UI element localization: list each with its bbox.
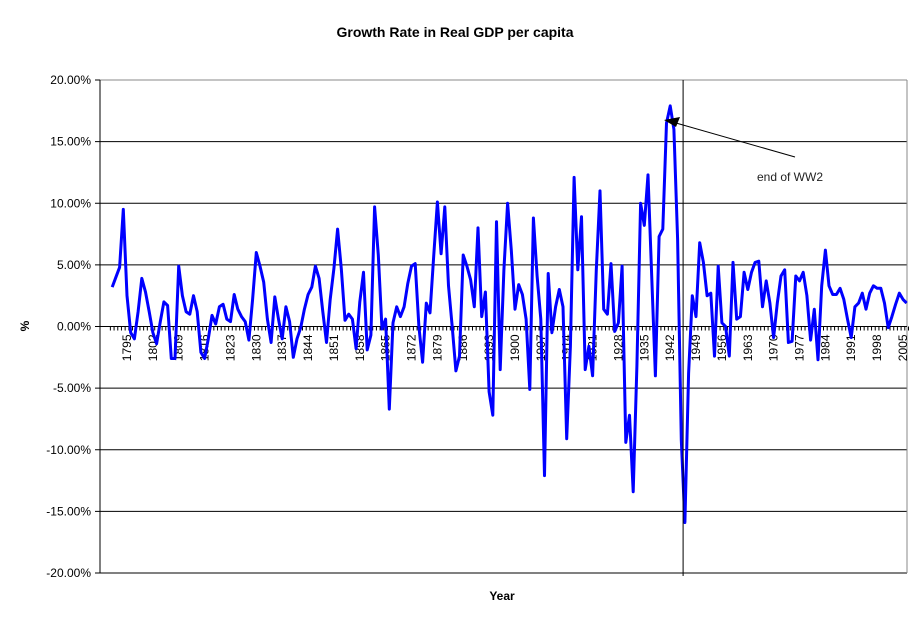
x-axis-title: Year <box>489 589 515 603</box>
x-tick-label: 1963 <box>741 334 755 361</box>
y-tick-label: -10.00% <box>46 443 91 457</box>
y-tick-label: -20.00% <box>46 566 91 580</box>
x-tick-label: 1942 <box>663 334 677 361</box>
x-tick-label: 1977 <box>792 334 806 361</box>
x-tick-label: 1984 <box>818 334 832 361</box>
y-axis: 20.00% 15.00% 10.00% 5.00% 0.00% -5.00% -10.00… <box>46 73 101 580</box>
x-tick-label: 1830 <box>249 334 263 361</box>
y-axis-title: % <box>18 320 32 331</box>
x-tick-label: 1935 <box>637 334 651 361</box>
y-tick-label: 10.00% <box>50 196 91 210</box>
y-tick-label: -15.00% <box>46 504 91 518</box>
x-tick-label: 1844 <box>301 334 315 361</box>
annotation-label: end of WW2 <box>757 170 823 184</box>
y-tick-label: 0.00% <box>57 320 91 334</box>
x-axis: 1795 1802 1809 1816 1823 1830 1837 1844 1851 1858… <box>100 326 910 361</box>
y-tick-label: -5.00% <box>53 381 91 395</box>
series-line <box>110 104 908 524</box>
chart-title: Growth Rate in Real GDP per capita <box>336 24 573 40</box>
annotation-layer: end of WW2 <box>664 80 823 576</box>
x-tick-label: 1795 <box>120 334 134 361</box>
x-tick-label: 1998 <box>870 334 884 361</box>
x-tick-label: 1970 <box>767 334 781 361</box>
arrow-line <box>675 122 796 158</box>
series-layer <box>110 104 908 524</box>
x-tick-label: 1991 <box>844 334 858 361</box>
y-tick-label: 15.00% <box>50 135 91 149</box>
x-tick-label: 2005 <box>896 334 910 361</box>
x-tick-label: 1823 <box>223 334 237 361</box>
y-tick-label: 5.00% <box>57 258 91 272</box>
x-tick-label: 1837 <box>275 334 289 361</box>
y-tick-label: 20.00% <box>50 73 91 87</box>
x-tick-label: 1872 <box>405 334 419 361</box>
x-tick-label: 1851 <box>327 334 341 361</box>
x-tick-label: 1900 <box>508 334 522 361</box>
x-tick-label: 1928 <box>611 334 625 361</box>
arrow-head-icon <box>664 117 680 127</box>
x-tick-label: 1879 <box>430 334 444 361</box>
x-tick-label: 1956 <box>715 334 729 361</box>
x-tick-label: 1949 <box>689 334 703 361</box>
